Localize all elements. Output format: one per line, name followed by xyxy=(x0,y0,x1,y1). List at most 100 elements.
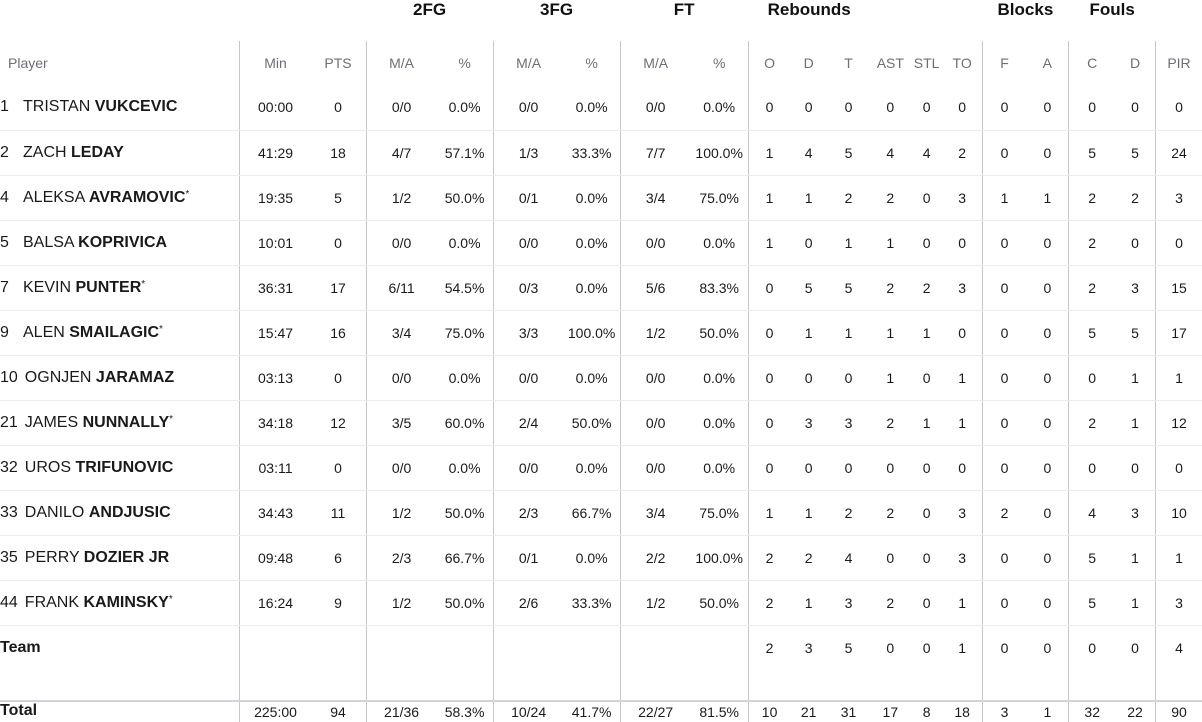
cell-to: 18 xyxy=(954,704,970,720)
player-number: 4 xyxy=(0,188,9,206)
cell-reb-t: 1 xyxy=(826,220,871,266)
player-last-name[interactable]: ANDJUSIC xyxy=(88,503,171,521)
cell-fg2-ma: 1/2 xyxy=(365,580,437,626)
player-last-name[interactable]: VUKCEVIC xyxy=(94,98,178,116)
col-header-fg2-ma[interactable]: M/A xyxy=(365,41,437,85)
col-header-foul-c[interactable]: C xyxy=(1068,41,1116,85)
cell-blk-f: 0 xyxy=(981,220,1027,266)
player-row[interactable]: 32 UROS TRIFUNOVIC 03:11 0 0/0 0.0% 0/0 0.0% 0/0… xyxy=(0,445,1202,491)
player-number: 5 xyxy=(0,233,9,251)
player-last-name[interactable]: TRIFUNOVIC xyxy=(75,458,174,476)
col-header-pir[interactable]: PIR xyxy=(1154,41,1202,85)
player-name-cell[interactable]: 44 FRANK KAMINSKY* xyxy=(0,580,240,626)
cell-reb-d: 0 xyxy=(790,85,827,131)
col-header-blk-a[interactable]: A xyxy=(1042,55,1053,71)
cell-fg2-ma: 2/3 xyxy=(365,535,437,581)
cell-pts: 11 xyxy=(310,490,367,536)
player-last-name[interactable]: DOZIER JR xyxy=(83,548,170,566)
col-header-stl[interactable]: STL xyxy=(913,55,940,71)
col-header-fg3-pct[interactable]: % xyxy=(585,55,598,71)
cell-blk-f: 2 xyxy=(981,490,1027,536)
player-row[interactable]: 21 JAMES NUNNALLY* 34:18 12 3/5 60.0% 2/4 50.0%… xyxy=(0,400,1202,446)
cell-pts: 16 xyxy=(310,310,367,356)
player-row[interactable]: 35 PERRY DOZIER JR 09:48 6 2/3 66.7% 0/1 0.0% 2/… xyxy=(0,535,1202,581)
player-name-cell[interactable]: 4 ALEKSA AVRAMOVIC* xyxy=(0,175,240,221)
player-row[interactable]: 10 OGNJEN JARAMAZ 03:13 0 0/0 0.0% 0/0 0.0% 0/0 0… xyxy=(0,355,1202,401)
player-last-name[interactable]: KAMINSKY xyxy=(83,593,169,611)
player-name-cell[interactable]: 7 KEVIN PUNTER* xyxy=(0,265,240,311)
col-header-ft-pct[interactable]: % xyxy=(712,55,726,71)
player-name-cell[interactable]: 5 BALSA KOPRIVICA xyxy=(0,220,240,266)
cell-pir: 0 xyxy=(1154,445,1202,491)
player-rows: 1 TRISTAN VUKCEVIC 00:00 0 0/0 0.0% 0/0 0.0% 0/0… xyxy=(0,85,1202,722)
cell-fg2-pct: 57.1% xyxy=(436,130,494,176)
col-header-fg3-ma[interactable]: M/A xyxy=(492,41,564,85)
player-name-cell[interactable]: 32 UROS TRIFUNOVIC xyxy=(0,445,240,491)
cell-to: 0 xyxy=(942,85,983,131)
col-header-min[interactable]: Min xyxy=(239,41,311,85)
cell-fg3-pct: 50.0% xyxy=(563,400,621,446)
cell-fg2-pct: 66.7% xyxy=(436,535,494,581)
cell-fg3-pct: 41.7% xyxy=(571,704,612,720)
col-header-ast[interactable]: AST xyxy=(876,55,904,71)
player-name-cell[interactable]: 9 ALEN SMAILAGIC* xyxy=(0,310,240,356)
player-name-cell[interactable]: 10 OGNJEN JARAMAZ xyxy=(0,355,240,401)
cell-pts: 18 xyxy=(310,130,367,176)
cell-ast: 2 xyxy=(870,265,911,311)
cell-fg2-ma: 21/36 xyxy=(365,670,437,722)
player-row[interactable]: 4 ALEKSA AVRAMOVIC* 19:35 5 1/2 50.0% 0/1 0.0% 3… xyxy=(0,175,1202,221)
player-row[interactable]: 33 DANILO ANDJUSIC 34:43 11 1/2 50.0% 2/3 66.7%… xyxy=(0,490,1202,536)
cell-reb-d: 3 xyxy=(790,400,827,446)
cell-reb-d: 0 xyxy=(790,355,827,401)
cell-reb-t: 4 xyxy=(826,535,871,581)
player-first-name: BALSA xyxy=(23,233,74,251)
group-3fg: 3FG xyxy=(540,0,574,19)
col-header-reb-t[interactable]: T xyxy=(844,55,853,71)
player-last-name[interactable]: NUNNALLY xyxy=(82,413,170,431)
cell-foul-c: 0 xyxy=(1068,625,1116,670)
col-header-ft-ma[interactable]: M/A xyxy=(619,41,691,85)
player-last-name[interactable]: SMAILAGIC xyxy=(69,323,160,341)
cell-pts: 94 xyxy=(330,704,346,720)
cell-reb-o: 0 xyxy=(747,85,791,131)
player-last-name[interactable]: JARAMAZ xyxy=(95,368,175,386)
col-header-to[interactable]: TO xyxy=(952,55,972,71)
player-row[interactable]: 44 FRANK KAMINSKY* 16:24 9 1/2 50.0% 2/6 33.3% 1… xyxy=(0,580,1202,626)
player-row[interactable]: 9 ALEN SMAILAGIC* 15:47 16 3/4 75.0% 3/3 100.0%… xyxy=(0,310,1202,356)
cell-blk-f: 0 xyxy=(981,580,1027,626)
player-last-name[interactable]: AVRAMOVIC xyxy=(88,188,186,206)
col-header-player[interactable]: Player xyxy=(8,55,48,71)
player-name-cell[interactable]: 2 ZACH LEDAY xyxy=(0,130,240,176)
col-header-reb-d[interactable]: D xyxy=(803,55,814,71)
player-first-name: ZACH xyxy=(23,143,67,161)
col-header-pts[interactable]: PTS xyxy=(324,55,352,71)
cell-pir: 0 xyxy=(1154,220,1202,266)
cell-blk-f: 1 xyxy=(981,175,1027,221)
player-first-name: ALEN xyxy=(23,323,65,341)
col-header-reb-o[interactable]: O xyxy=(747,41,791,85)
player-last-name[interactable]: LEDAY xyxy=(71,143,124,161)
col-header-fg2-pct[interactable]: % xyxy=(458,55,471,71)
player-name-cell[interactable]: 35 PERRY DOZIER JR xyxy=(0,535,240,581)
cell-foul-c: 32 xyxy=(1068,670,1116,722)
player-row[interactable]: 1 TRISTAN VUKCEVIC 00:00 0 0/0 0.0% 0/0 0.0% 0/0… xyxy=(0,85,1202,131)
col-header-blk-f[interactable]: F xyxy=(981,41,1027,85)
cell-reb-t: 5 xyxy=(826,130,871,176)
cell-reb-o: 1 xyxy=(747,175,791,221)
cell-blk-a: 0 xyxy=(1026,130,1069,176)
player-row[interactable]: 7 KEVIN PUNTER* 36:31 17 6/11 54.5% 0/3 0.0% 5/6… xyxy=(0,265,1202,311)
player-name-cell[interactable]: 21 JAMES NUNNALLY* xyxy=(0,400,240,446)
player-name-cell[interactable]: 33 DANILO ANDJUSIC xyxy=(0,490,240,536)
player-row[interactable]: 2 ZACH LEDAY 41:29 18 4/7 57.1% 1/3 33.3% 7/7 100… xyxy=(0,130,1202,176)
cell-ast: 1 xyxy=(870,220,911,266)
player-last-name[interactable]: KOPRIVICA xyxy=(78,233,168,251)
player-last-name[interactable]: PUNTER xyxy=(75,278,142,296)
starter-mark: * xyxy=(159,323,163,335)
col-header-foul-d[interactable]: D xyxy=(1129,55,1141,71)
cell-ft-ma: 3/4 xyxy=(619,490,691,536)
cell-fg3-pct: 0.0% xyxy=(563,265,621,311)
cell-fg3-ma: 0/0 xyxy=(492,445,564,491)
cell-fg3-pct: 33.3% xyxy=(563,130,621,176)
player-name-cell[interactable]: 1 TRISTAN VUKCEVIC xyxy=(0,85,240,131)
player-row[interactable]: 5 BALSA KOPRIVICA 10:01 0 0/0 0.0% 0/0 0.0% 0/0 0… xyxy=(0,220,1202,266)
